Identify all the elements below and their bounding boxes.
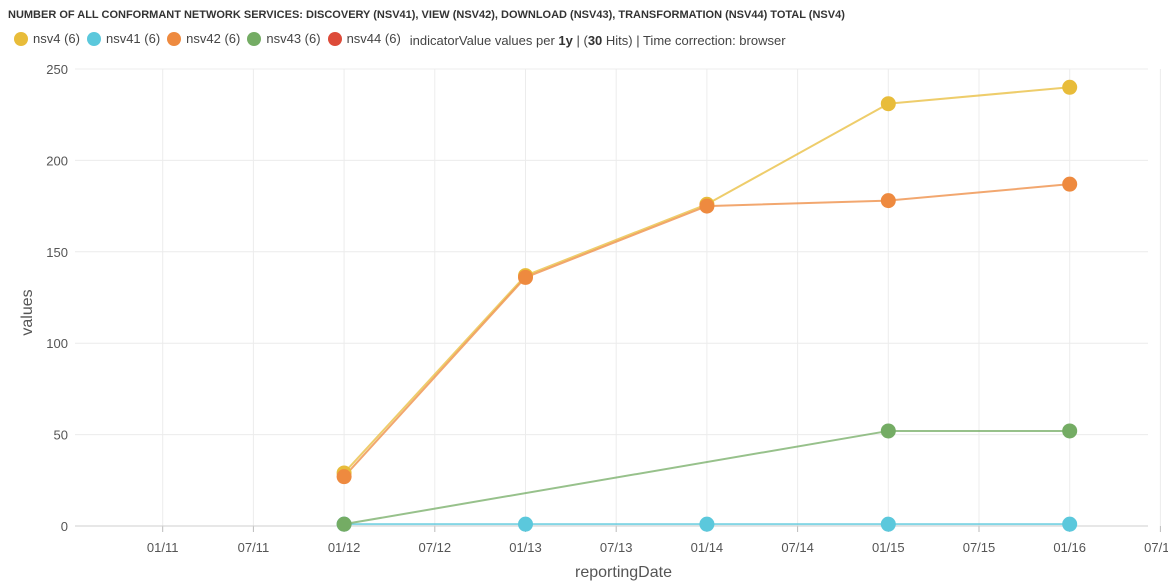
legend-item-nsv41[interactable]: nsv41 (6) xyxy=(86,31,161,47)
y-tick-label: 100 xyxy=(46,336,68,351)
x-tick-label: 07/14 xyxy=(781,540,814,555)
grid xyxy=(75,68,1161,527)
info-hits: 30 xyxy=(587,32,603,48)
x-tick-label: 07/12 xyxy=(419,540,452,555)
legend-info: indicatorValue values per 1y | (30 Hits)… xyxy=(410,33,786,48)
y-tick-label: 200 xyxy=(46,153,68,168)
data-point-nsv4[interactable] xyxy=(1062,79,1078,95)
info-prefix: indicatorValue values per xyxy=(409,32,559,48)
legend-swatch xyxy=(327,31,342,46)
legend: nsv4 (6) nsv41 (6) nsv42 (6) nsv43 (6) nsv44… xyxy=(14,31,786,49)
series-points xyxy=(336,79,1078,532)
legend-item-nsv4[interactable]: nsv4 (6) xyxy=(14,31,80,46)
legend-item-nsv44[interactable]: nsv44 (6) xyxy=(327,31,401,47)
data-point-nsv43[interactable] xyxy=(880,423,896,439)
legend-label: nsv44 (6) xyxy=(346,31,401,47)
axes: 0 50 100 150 200 250 01/11 07/11 01/12 07/12 01/13… xyxy=(46,62,1168,555)
x-tick-label: 01/12 xyxy=(328,540,361,555)
data-point-nsv41[interactable] xyxy=(518,516,533,532)
x-tick-label: 07/15 xyxy=(963,540,996,555)
x-tick-label: 01/14 xyxy=(691,540,724,555)
legend-item-nsv43[interactable]: nsv43 (6) xyxy=(247,31,321,47)
chart-title: NUMBER OF ALL CONFORMANT NETWORK SERVICE… xyxy=(8,9,845,21)
legend-item-nsv42[interactable]: nsv42 (6) xyxy=(167,31,240,46)
y-axis-title: values xyxy=(19,289,36,335)
data-point-nsv4[interactable] xyxy=(880,96,896,112)
legend-swatch xyxy=(86,31,101,46)
data-point-nsv42[interactable] xyxy=(880,193,896,209)
legend-swatch xyxy=(167,31,182,46)
legend-label: nsv4 (6) xyxy=(33,31,80,47)
info-middle: | ( xyxy=(572,32,588,48)
legend-label: nsv42 (6) xyxy=(186,31,241,47)
data-point-nsv42[interactable] xyxy=(1062,176,1078,192)
data-point-nsv43[interactable] xyxy=(336,516,352,532)
y-tick-label: 50 xyxy=(54,428,68,443)
info-suffix: Hits) | Time correction: browser xyxy=(602,32,786,48)
x-tick-label: 07/13 xyxy=(600,540,633,555)
data-point-nsv42[interactable] xyxy=(336,469,352,485)
x-axis-title: reportingDate xyxy=(575,564,672,581)
y-tick-label: 250 xyxy=(46,62,68,77)
legend-label: nsv41 (6) xyxy=(105,31,161,47)
y-tick-label: 150 xyxy=(46,245,68,260)
x-tick-label: 01/11 xyxy=(147,540,179,555)
info-period: 1y xyxy=(558,32,573,48)
x-tick-label: 07/16 xyxy=(1144,540,1168,555)
x-tick-label: 07/11 xyxy=(238,540,270,555)
legend-items: nsv4 (6) nsv41 (6) nsv42 (6) nsv43 (6) nsv44… xyxy=(14,31,408,49)
data-point-nsv42[interactable] xyxy=(699,198,715,214)
legend-label: nsv43 (6) xyxy=(266,31,321,47)
x-tick-label: 01/16 xyxy=(1053,540,1086,555)
y-tick-label: 0 xyxy=(61,519,68,534)
data-point-nsv41[interactable] xyxy=(1062,516,1078,532)
x-tick-label: 01/13 xyxy=(509,540,542,555)
legend-swatch xyxy=(247,31,262,46)
data-point-nsv41[interactable] xyxy=(880,516,896,532)
data-point-nsv43[interactable] xyxy=(1062,423,1078,439)
data-point-nsv42[interactable] xyxy=(518,269,533,285)
x-tick-label: 01/15 xyxy=(872,540,905,555)
legend-swatch xyxy=(14,31,28,46)
data-point-nsv41[interactable] xyxy=(699,516,715,532)
